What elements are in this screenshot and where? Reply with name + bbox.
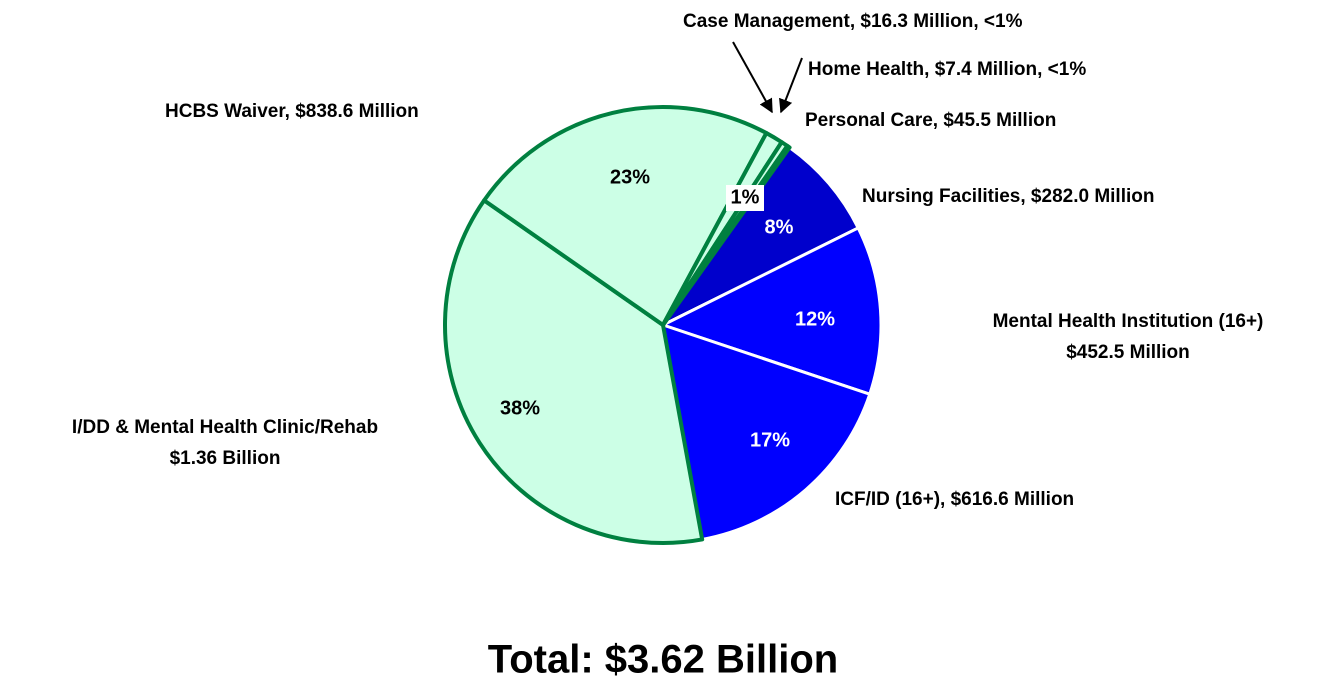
category-label: $452.5 Million [1066, 342, 1190, 363]
pie-slice [661, 146, 860, 327]
category-label: Mental Health Institution (16+) [993, 311, 1264, 332]
pie-slice [443, 198, 705, 545]
category-label: $1.36 Billion [170, 448, 281, 469]
category-label: Case Management, $16.3 Million, <1% [683, 11, 1023, 32]
slice-label: 1% [731, 186, 760, 208]
category-label: Nursing Facilities, $282.0 Million [862, 186, 1154, 207]
pie-slice [482, 105, 769, 327]
slice-label: 38% [500, 397, 540, 419]
category-label: Personal Care, $45.5 Million [805, 110, 1056, 131]
slice-label: 23% [610, 166, 650, 188]
pie-slice [661, 226, 883, 396]
pie-slice [661, 323, 872, 541]
category-label: HCBS Waiver, $838.6 Million [165, 101, 419, 122]
slice-label: 12% [795, 308, 835, 330]
leader-arrow [732, 41, 773, 114]
chart-title: Total: $3.62 Billion [488, 638, 838, 682]
leader-arrow [779, 57, 803, 114]
category-label: Home Health, $7.4 Million, <1% [808, 59, 1086, 80]
category-label: ICF/ID (16+), $616.6 Million [835, 489, 1074, 510]
label-box [726, 185, 764, 211]
category-label: I/DD & Mental Health Clinic/Rehab [72, 417, 378, 438]
slice-label: 8% [765, 216, 794, 238]
slice-label: 17% [750, 429, 790, 451]
